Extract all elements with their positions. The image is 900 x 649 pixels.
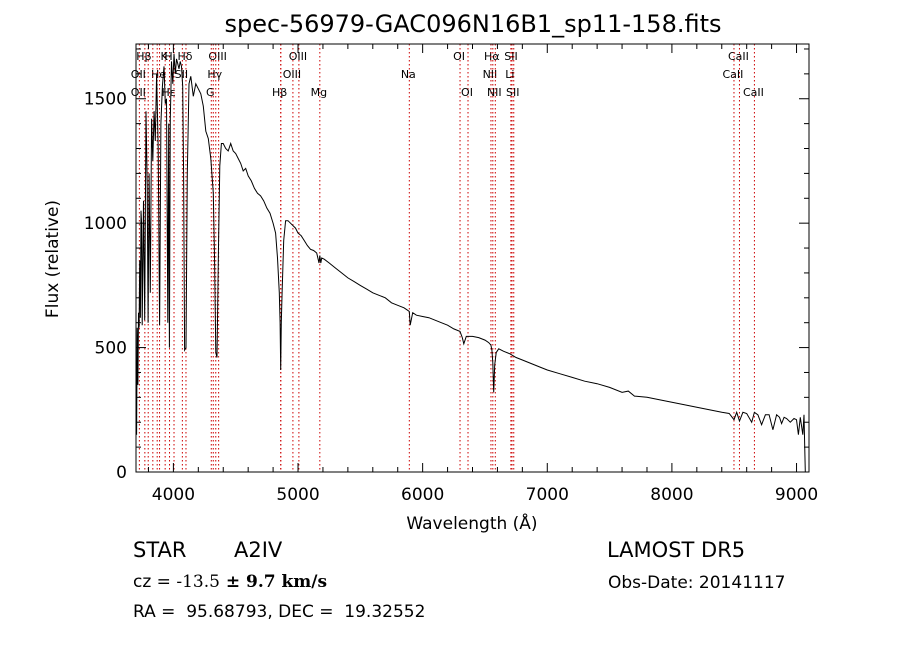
line-marker-label: OII — [131, 86, 146, 99]
x-tick-label: 9000 — [775, 485, 818, 505]
line-marker-label: OI — [453, 50, 465, 63]
y-axis-label: Flux (relative) — [43, 200, 63, 318]
observation-date: Obs-Date: 20141117 — [608, 573, 786, 593]
y-axis: 0 500 1000 1500 — [84, 48, 809, 483]
survey-name: LAMOST DR5 — [607, 538, 746, 562]
line-marker-label: SII — [506, 86, 519, 99]
line-marker-label: Hδ — [177, 50, 192, 63]
cz-error: 9.7 km/s — [246, 572, 328, 592]
chart-title: spec-56979-GAC096N16B1_sp11-158.fits — [224, 10, 721, 38]
y-tick-label: 0 — [116, 463, 127, 483]
object-subclass: A2IV — [234, 538, 283, 562]
cz-label: cz = — [133, 572, 177, 592]
cz-value: -13.5 — [176, 572, 220, 592]
x-tick-label: 6000 — [401, 485, 444, 505]
sky-coordinates: RA = 95.68793, DEC = 19.32552 — [133, 602, 426, 622]
line-marker-label: OIII — [283, 68, 301, 81]
y-tick-label: 1000 — [84, 214, 127, 234]
line-marker-label: SII — [175, 68, 188, 81]
line-marker-label: Hβ — [272, 86, 287, 99]
line-marker-label: Hβ — [136, 50, 151, 63]
plot-frame — [135, 43, 810, 473]
line-marker-label: Hα — [484, 50, 500, 63]
line-marker-label: NII — [487, 86, 502, 99]
object-class: STAR — [133, 538, 187, 562]
line-marker-label: He — [151, 68, 166, 81]
x-tick-label: 8000 — [650, 485, 693, 505]
x-tick-label: 7000 — [526, 485, 569, 505]
line-marker-label: NII — [483, 68, 498, 81]
line-marker-label: K — [161, 50, 169, 63]
line-marker-label: CaII — [728, 50, 749, 63]
cz-plus-minus: ± — [219, 572, 247, 592]
line-marker-label: Hγ — [207, 68, 222, 81]
line-marker-label: CaII — [723, 68, 744, 81]
x-axis: 4000 5000 6000 7000 8000 9000 — [147, 44, 818, 505]
line-marker-label: OII — [131, 68, 146, 81]
y-tick-label: 500 — [95, 339, 127, 359]
line-marker-label: Mg — [311, 86, 327, 99]
x-tick-label: 4000 — [152, 485, 195, 505]
x-axis-label: Wavelength (Å) — [406, 512, 537, 534]
line-marker-label: G — [206, 86, 215, 99]
spectrum-line — [135, 53, 806, 473]
line-marker-label: CaII — [743, 86, 764, 99]
line-marker-label: Na — [401, 68, 416, 81]
redshift-row: cz = -13.5 ± 9.7 km/s — [133, 572, 327, 592]
x-tick-label: 5000 — [276, 485, 319, 505]
y-tick-label: 1500 — [84, 90, 127, 110]
line-marker-label: Li — [505, 68, 514, 81]
line-marker-label: OI — [461, 86, 473, 99]
line-marker-label: H — [164, 50, 172, 63]
